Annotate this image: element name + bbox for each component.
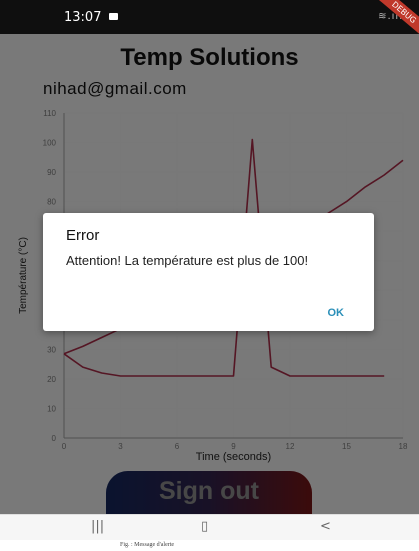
sign-out-label: Sign out bbox=[159, 477, 259, 505]
y-tick-label: 80 bbox=[47, 198, 56, 207]
sign-out-button[interactable]: Sign out bbox=[106, 471, 312, 514]
user-email: nihad@gmail.com bbox=[43, 79, 187, 98]
y-tick-label: 0 bbox=[52, 434, 57, 443]
status-bar: 13:07 ≋.ııl DEBUG bbox=[0, 0, 419, 40]
y-tick-label: 20 bbox=[47, 375, 56, 384]
x-tick-label: 12 bbox=[286, 442, 295, 451]
x-tick-label: 6 bbox=[175, 442, 180, 451]
x-tick-label: 9 bbox=[231, 442, 236, 451]
notification-icon bbox=[109, 13, 118, 20]
x-tick-label: 0 bbox=[62, 442, 67, 451]
x-tick-label: 15 bbox=[342, 442, 351, 451]
error-dialog: Error Attention! La température est plus… bbox=[43, 213, 374, 331]
x-tick-label: 3 bbox=[118, 442, 123, 451]
sign-out-shade bbox=[106, 471, 312, 514]
x-tick-label: 18 bbox=[399, 442, 408, 451]
phone-screen: 13:07 ≋.ııl DEBUG Temp Solutions nihad@g… bbox=[0, 0, 419, 514]
y-tick-label: 100 bbox=[43, 139, 57, 148]
y-tick-label: 110 bbox=[43, 109, 56, 118]
y-tick-label: 10 bbox=[47, 404, 56, 413]
series-line-2 bbox=[63, 138, 385, 377]
home-button[interactable]: ▯ bbox=[201, 519, 209, 534]
y-axis-label: Température (°C) bbox=[18, 237, 29, 314]
app-title: Temp Solutions bbox=[120, 44, 299, 71]
signal-icon: ≋.ııl bbox=[378, 11, 403, 22]
x-axis-label: Time (seconds) bbox=[196, 451, 271, 463]
recent-apps-button[interactable]: ||| bbox=[91, 519, 105, 534]
figure-caption: Fig. : Message d'alerte bbox=[120, 542, 175, 548]
dialog-message: Attention! La température est plus de 10… bbox=[66, 253, 309, 268]
system-nav-bar: ||| ▯ < bbox=[0, 514, 419, 540]
dialog-title: Error bbox=[66, 227, 100, 244]
back-button[interactable]: < bbox=[320, 519, 331, 534]
y-tick-label: 90 bbox=[47, 168, 56, 177]
ok-button[interactable]: OK bbox=[327, 307, 345, 319]
y-tick-label: 30 bbox=[47, 345, 56, 354]
status-time: 13:07 bbox=[64, 10, 102, 25]
